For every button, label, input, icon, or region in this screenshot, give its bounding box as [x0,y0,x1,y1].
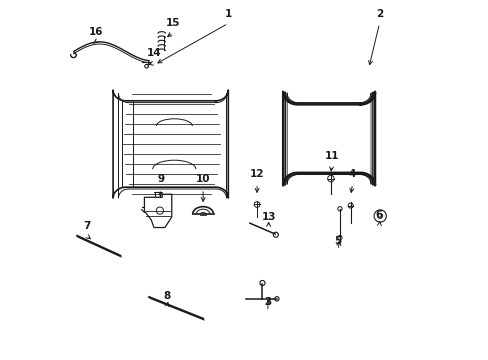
Text: 1: 1 [224,9,231,19]
Text: 2: 2 [375,9,382,19]
Text: 10: 10 [196,174,210,184]
Text: 6: 6 [375,210,382,220]
Text: 3: 3 [264,297,271,307]
Text: 11: 11 [324,151,338,161]
Text: 15: 15 [165,18,180,28]
Text: 8: 8 [163,291,170,301]
Text: 12: 12 [249,169,264,179]
Text: 9: 9 [157,174,164,184]
Text: 7: 7 [83,221,90,231]
Text: 14: 14 [146,48,161,58]
Text: 13: 13 [261,212,275,222]
Text: 5: 5 [334,235,341,246]
Text: 4: 4 [348,169,355,179]
Text: 16: 16 [89,27,103,37]
